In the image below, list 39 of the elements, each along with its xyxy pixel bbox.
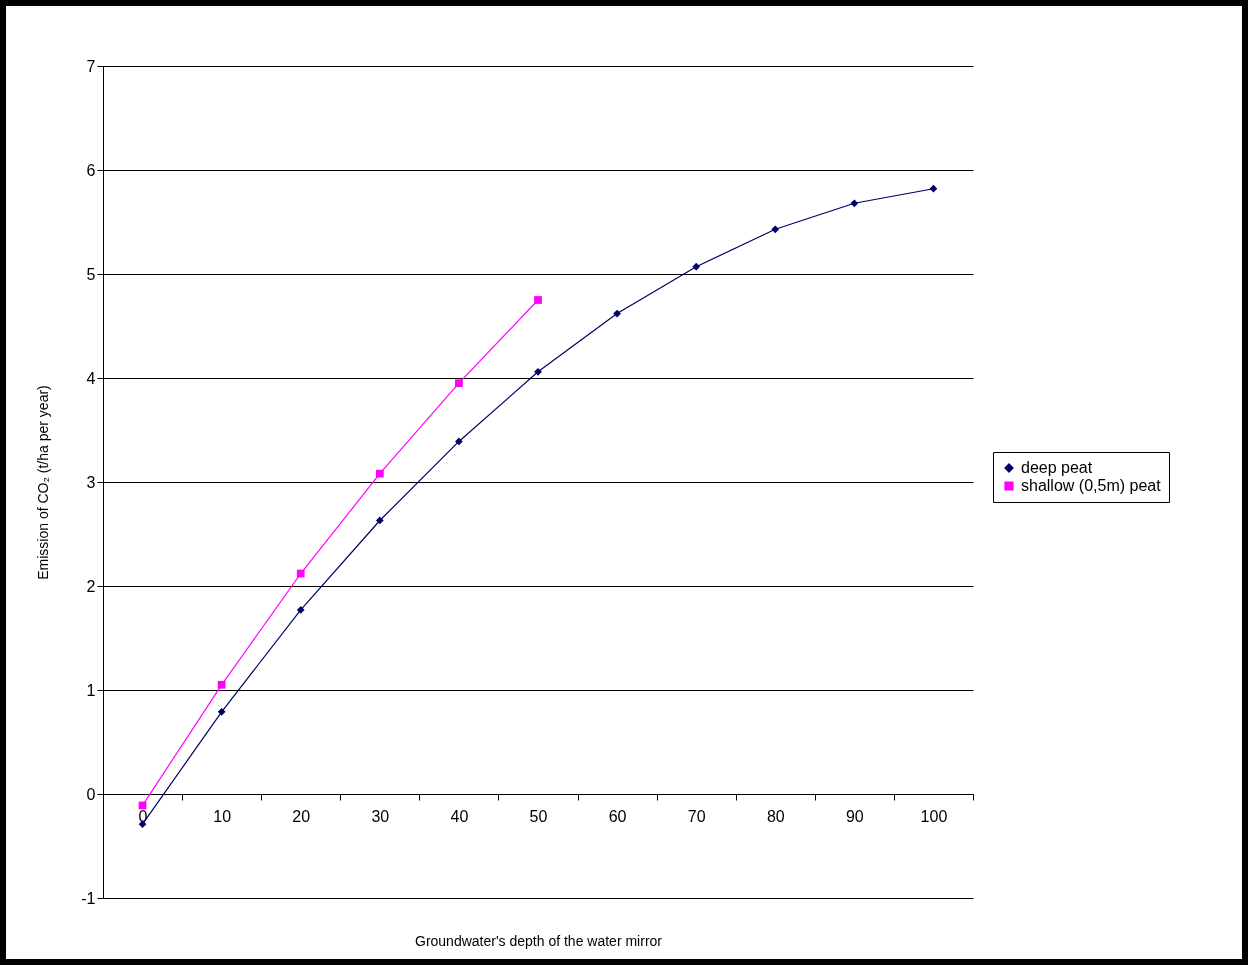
y-tick-label: 4 bbox=[86, 369, 96, 387]
y-tick-label: 2 bbox=[86, 577, 96, 595]
legend-label: shallow (0,5m) peat bbox=[1021, 477, 1162, 494]
point bbox=[375, 516, 384, 525]
point bbox=[613, 309, 621, 318]
point bbox=[296, 569, 305, 578]
x-tick-label: 80 bbox=[766, 807, 785, 825]
point bbox=[217, 707, 226, 716]
y-tick-label: 7 bbox=[86, 57, 96, 75]
point bbox=[375, 469, 384, 478]
x-tick-label: 20 bbox=[292, 807, 311, 825]
y-tick-label: 1 bbox=[86, 681, 96, 699]
y-tick-label: 3 bbox=[86, 473, 96, 491]
x-tick-label: 30 bbox=[371, 807, 390, 825]
point bbox=[534, 367, 542, 376]
point bbox=[455, 379, 463, 388]
y-tick-label: -1 bbox=[81, 889, 96, 907]
y-axis-title: Emission of CO₂ (t/ha per year) bbox=[35, 385, 52, 580]
point bbox=[217, 680, 226, 689]
point bbox=[296, 606, 305, 614]
x-tick-label: 90 bbox=[845, 807, 864, 825]
x-tick-label: 50 bbox=[529, 807, 548, 825]
x-axis-title: Groundwater's depth of the water mirror bbox=[414, 932, 663, 949]
y-tick-label: 5 bbox=[86, 265, 96, 283]
point bbox=[929, 184, 938, 193]
x-tick-label: 70 bbox=[687, 807, 706, 825]
legend-label: deep peat bbox=[1021, 459, 1093, 476]
x-tick-label: 40 bbox=[450, 807, 469, 825]
point bbox=[850, 199, 859, 208]
point bbox=[534, 296, 542, 304]
x-tick-label: 60 bbox=[608, 807, 627, 825]
x-tick-label: 100 bbox=[920, 807, 948, 825]
point bbox=[771, 225, 780, 234]
x-tick-label: 0 bbox=[138, 807, 148, 825]
x-tick-label: 10 bbox=[213, 807, 232, 825]
point bbox=[455, 437, 463, 446]
y-tick-label: 6 bbox=[86, 161, 96, 179]
y-tick-label: 0 bbox=[86, 785, 96, 803]
point bbox=[692, 262, 701, 271]
